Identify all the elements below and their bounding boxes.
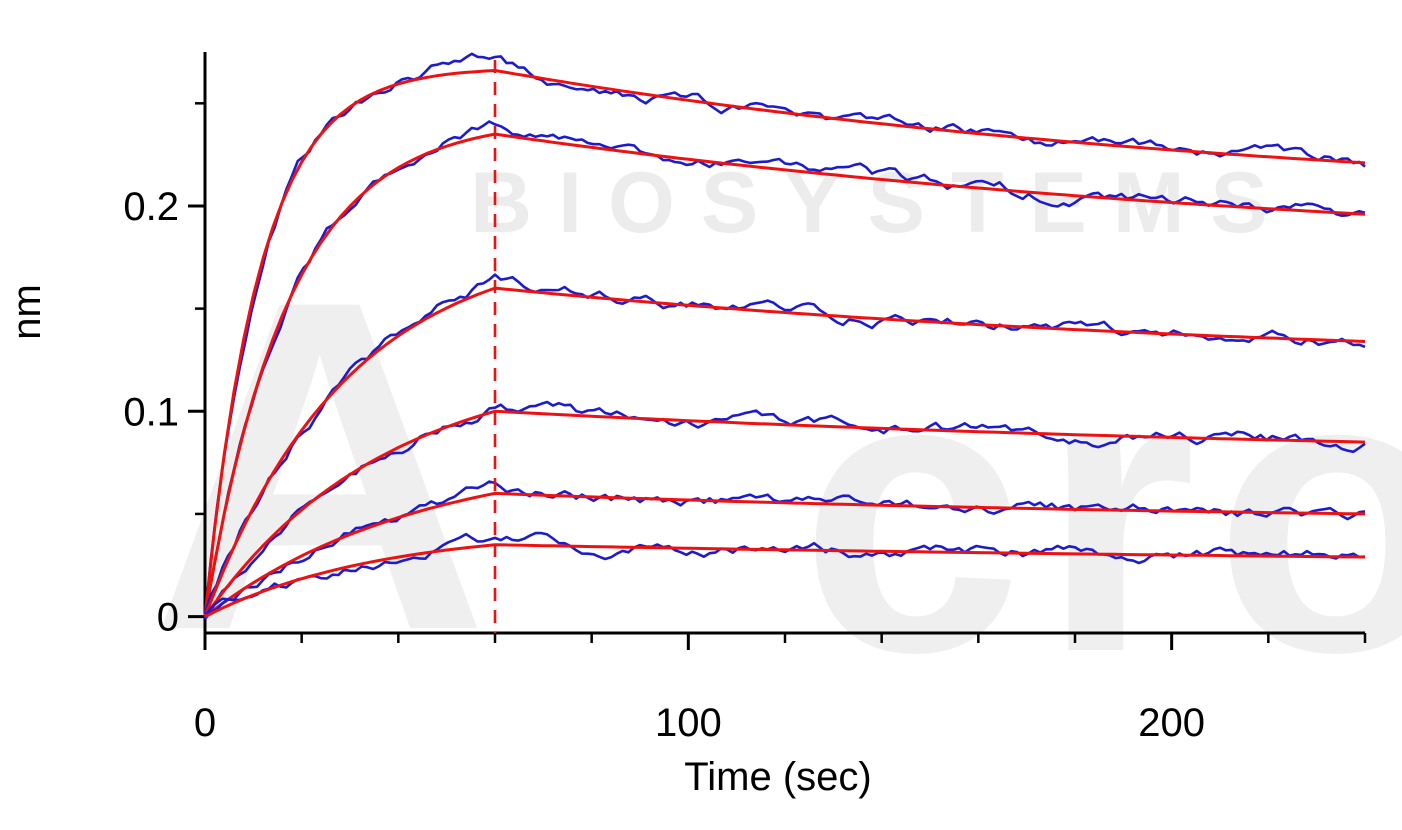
axes: 0 100 200 0 0.1 0.2 — [123, 52, 1367, 745]
x-tick-label: 100 — [655, 701, 722, 745]
series-1-fit-trace — [203, 69, 1366, 617]
watermark: BIOSYSTEMS A cro — [150, 155, 1402, 735]
x-tick-label: 0 — [194, 701, 216, 745]
x-tick-label: 200 — [1138, 701, 1205, 745]
x-axis-label: Time (sec) — [684, 755, 871, 799]
watermark-logo-letter-a: A — [150, 203, 489, 728]
series-2-fit-trace — [203, 132, 1366, 617]
series-4-fit-trace — [203, 409, 1366, 618]
series-6-fit-trace — [204, 543, 1366, 618]
series-3-fit-trace — [203, 286, 1366, 618]
y-tick-label: 0.1 — [123, 390, 179, 434]
y-axis-label: nm — [5, 284, 49, 340]
series-3-data-trace — [203, 273, 1366, 614]
series-5-fit-trace — [204, 491, 1366, 618]
y-tick-label: 0.2 — [123, 185, 179, 229]
watermark-logo-cro: cro — [800, 288, 1402, 735]
series-curves — [203, 52, 1366, 620]
y-tick-label: 0 — [157, 596, 179, 640]
